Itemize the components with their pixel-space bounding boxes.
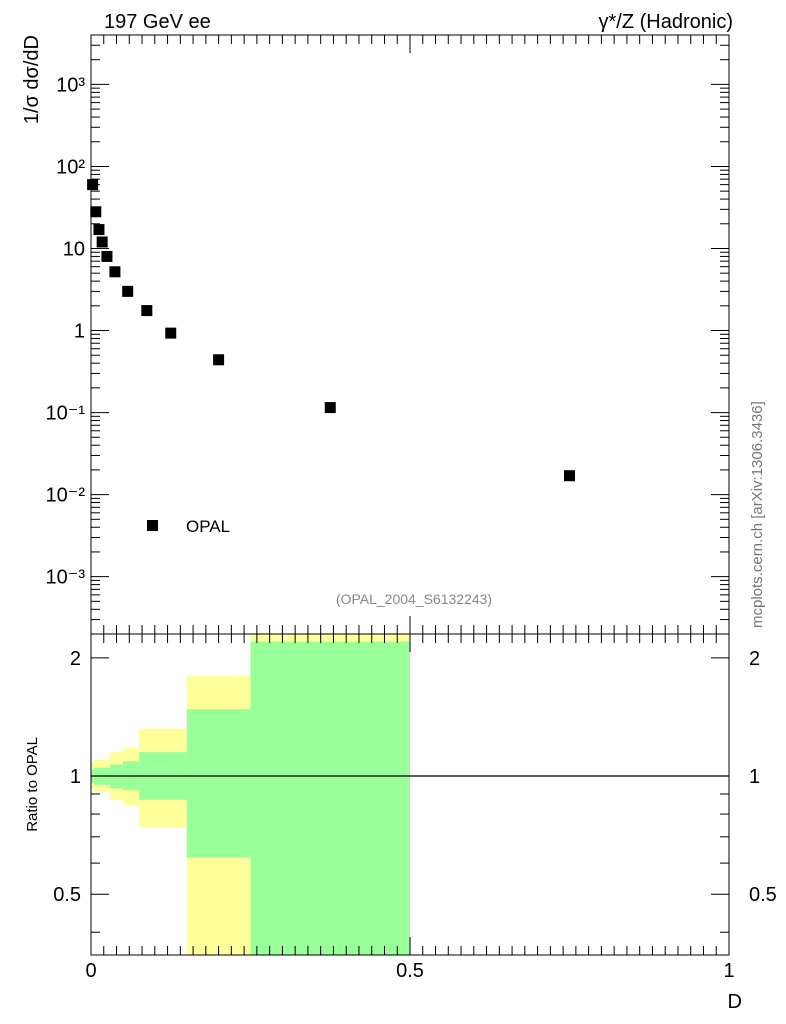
main-y-tick-label: 1	[74, 321, 85, 343]
opal-data-point	[87, 179, 99, 191]
ratio-y-tick-label-right: 2	[749, 648, 760, 670]
main-y-tick-label: 10⁻³	[46, 567, 86, 589]
ratio-y-axis-label: Ratio to OPAL	[24, 737, 41, 832]
ratio-stat-band-6	[250, 641, 410, 955]
header-title-right: γ*/Z (Hadronic)	[599, 11, 733, 33]
main-y-tick-label: 10⁻¹	[46, 403, 86, 425]
opal-data-point	[90, 206, 102, 218]
main-frame	[90, 34, 730, 635]
analysis-id-annotation: (OPAL_2004_S6132243)	[336, 591, 492, 607]
x-tick-label: 1	[723, 960, 734, 982]
ratio-y-tick-label: 1	[70, 766, 81, 788]
main-y-tick-label: 10³	[56, 74, 85, 96]
opal-data-point	[324, 402, 336, 414]
opal-data-point	[109, 266, 121, 278]
legend-marker-opal	[147, 520, 158, 531]
opal-data-point	[101, 250, 113, 262]
ratio-y-tick-label: 0.5	[53, 884, 81, 906]
opal-data-point	[213, 354, 225, 366]
opal-data-point	[93, 224, 105, 236]
main-panel: 10⁻³ 10⁻² 10⁻¹ 1 10 10² 10³	[46, 34, 730, 635]
ratio-stat-band-5	[186, 709, 251, 858]
opal-data-point	[96, 236, 108, 248]
legend-label-opal: OPAL	[186, 517, 230, 536]
ratio-y-tick-label: 2	[70, 648, 81, 670]
side-credit: mcplots.cern.ch [arXiv:1306.3436]	[749, 401, 766, 628]
main-y-tick-label: 10²	[56, 156, 85, 178]
ratio-y-tick-label-right: 1	[749, 766, 760, 788]
main-y-axis-label: 1/σ dσ/dD	[21, 35, 43, 124]
ratio-bands	[91, 634, 410, 955]
ratio-y-tick-label-right: 0.5	[749, 884, 777, 906]
opal-data-point	[141, 305, 153, 317]
main-y-tick-label: 10⁻²	[46, 485, 86, 507]
main-y-tick-label: 10	[63, 238, 85, 260]
x-tick-label: 0	[85, 960, 96, 982]
opal-data-point	[165, 327, 177, 339]
opal-data-point	[564, 470, 575, 482]
x-axis-label: D	[728, 991, 742, 1013]
ratio-panel: 0 0.5 1 0.5 0.5 1 1 2 2	[53, 633, 777, 982]
header-title-left: 197 GeV ee	[104, 11, 211, 33]
opal-data-point	[122, 285, 134, 297]
x-tick-label: 0.5	[396, 960, 424, 982]
